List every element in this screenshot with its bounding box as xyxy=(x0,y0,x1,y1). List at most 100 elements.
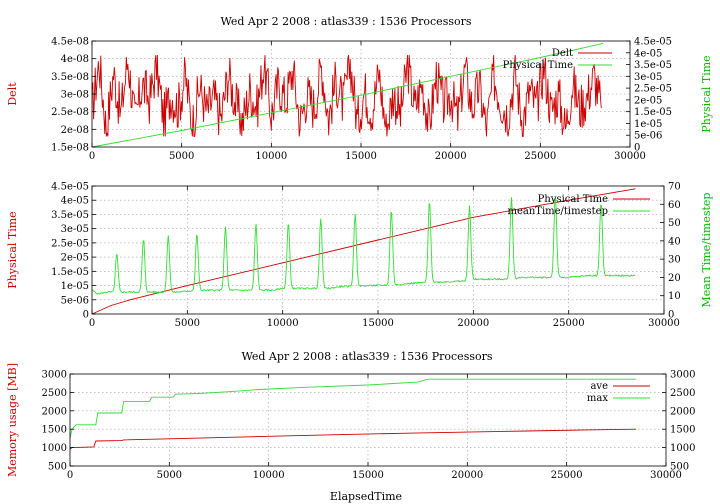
x-tick-label: 25000 xyxy=(553,318,585,329)
y-tick-label: 1.5e-05 xyxy=(51,267,89,278)
panel3-frame xyxy=(69,373,667,467)
panel1-y2label: Physical Time xyxy=(700,55,713,132)
y-tick-label: 1e-05 xyxy=(61,281,89,292)
x-tick-label: 15000 xyxy=(362,318,394,329)
panel2-ylabel: Physical Time xyxy=(6,211,19,288)
x-tick-label: 10000 xyxy=(253,470,285,481)
series-line-physical-time xyxy=(91,188,636,315)
series-line-meantime-timestep xyxy=(91,197,636,295)
x-tick-label: 5000 xyxy=(157,470,182,481)
y-tick-label: 1000 xyxy=(42,443,67,454)
panel1-ticks: 0 5000 10000 15000 20000 25000 30000 1.5e-08 2e-… xyxy=(51,37,672,163)
x-tick-label: 30000 xyxy=(648,318,680,329)
panel3-grid xyxy=(70,374,666,466)
y2-tick-label: 1.5e-05 xyxy=(634,107,672,118)
legend-physical-time-label: Physical Time xyxy=(503,60,573,71)
panel2-legend: Physical Time meanTime/timestep xyxy=(507,194,650,217)
panel3-ticks: 0 5000 10000 15000 20000 25000 300005001000150… xyxy=(42,370,696,482)
y-tick-label: 2.5e-08 xyxy=(51,107,89,118)
x-tick-label: 20000 xyxy=(457,318,489,329)
y2-tick-label: 2.5e-05 xyxy=(634,84,672,95)
y2-tick-label: 50 xyxy=(668,218,681,229)
y-tick-label: 3000 xyxy=(42,370,67,381)
panel1-ylabel: Delt xyxy=(6,82,19,106)
x-tick-label: 15000 xyxy=(352,470,384,481)
y-tick-label: 2.5e-05 xyxy=(51,238,89,249)
panel3-ylabel: Memory usage [MB] xyxy=(6,363,19,477)
y2-tick-label: 0 xyxy=(668,310,674,321)
x-tick-label: 5000 xyxy=(169,151,194,162)
x-tick-label: 20000 xyxy=(451,470,483,481)
y-tick-label: 500 xyxy=(48,462,67,473)
panel1-grid xyxy=(92,41,630,147)
panel2-series xyxy=(91,188,636,315)
series-line-delt xyxy=(91,54,602,137)
legend-physical-time-2-label: Physical Time xyxy=(538,194,608,205)
series-line-max xyxy=(69,378,637,439)
y-tick-label: 1500 xyxy=(42,425,67,436)
y-tick-label: 2500 xyxy=(42,388,67,399)
y2-tick-label: 4e-05 xyxy=(634,48,662,59)
panel1-legend: Delt Physical Time xyxy=(503,48,612,71)
y-tick-label: 4.5e-05 xyxy=(51,182,89,193)
y2-tick-label: 1500 xyxy=(670,425,695,436)
y-tick-label: 4.5e-08 xyxy=(51,37,89,48)
y2-tick-label: 40 xyxy=(668,236,681,247)
legend-max-label: max xyxy=(587,393,608,404)
y-tick-label: 1.5e-08 xyxy=(51,143,89,154)
y2-tick-label: 3.5e-05 xyxy=(634,60,672,71)
panel2-ticks: 0 5000 10000 15000 20000 25000 3000005e-061e-0… xyxy=(51,182,681,330)
x-tick-label: 20000 xyxy=(435,151,467,162)
y2-tick-label: 3e-05 xyxy=(634,72,662,83)
panel-physical-time: 0 5000 10000 15000 20000 25000 3000005e-061e-0… xyxy=(6,182,713,330)
x-tick-label: 0 xyxy=(89,151,95,162)
y2-tick-label: 70 xyxy=(668,182,681,193)
y2-tick-label: 2e-05 xyxy=(634,95,662,106)
y2-tick-label: 2500 xyxy=(670,388,695,399)
panel3-legend: ave max xyxy=(587,381,650,404)
y-tick-label: 0 xyxy=(83,310,89,321)
y-tick-label: 3.5e-05 xyxy=(51,210,89,221)
y2-tick-label: 1000 xyxy=(670,443,695,454)
panel1-title: Wed Apr 2 2008 : atlas339 : 1536 Process… xyxy=(220,15,471,28)
y2-tick-label: 10 xyxy=(668,291,681,302)
y-tick-label: 2e-08 xyxy=(61,125,89,136)
panel3-title: Wed Apr 2 2008 : atlas339 : 1536 Process… xyxy=(241,350,492,363)
legend-ave-label: ave xyxy=(590,381,608,392)
y2-tick-label: 3000 xyxy=(670,370,695,381)
panel3-xlabel: ElapsedTime xyxy=(330,490,402,503)
x-tick-label: 10000 xyxy=(267,318,299,329)
y2-tick-label: 60 xyxy=(668,200,681,211)
y-tick-label: 5e-06 xyxy=(61,295,89,306)
y2-tick-label: 2000 xyxy=(670,406,695,417)
y2-tick-label: 0 xyxy=(634,143,640,154)
x-tick-label: 0 xyxy=(89,318,95,329)
panel3-series xyxy=(69,378,637,450)
y2-tick-label: 5e-06 xyxy=(634,131,662,142)
panel1-series xyxy=(91,42,604,148)
legend-delt-label: Delt xyxy=(552,48,573,59)
panel-delt: Wed Apr 2 2008 : atlas339 : 1536 Process… xyxy=(6,15,713,162)
series-line-physical-time xyxy=(91,42,604,148)
y-tick-label: 2000 xyxy=(42,406,67,417)
y2-tick-label: 4.5e-05 xyxy=(634,37,672,48)
x-tick-label: 30000 xyxy=(650,470,682,481)
x-tick-label: 25000 xyxy=(551,470,583,481)
y2-tick-label: 1e-05 xyxy=(634,119,662,130)
y-tick-label: 4e-08 xyxy=(61,54,89,65)
y2-tick-label: 20 xyxy=(668,273,681,284)
panel2-y2label: Mean Time/timestep xyxy=(700,193,713,308)
x-tick-label: 15000 xyxy=(345,151,377,162)
y-tick-label: 3.5e-08 xyxy=(51,72,89,83)
series-line-ave xyxy=(69,428,637,450)
x-tick-label: 30000 xyxy=(614,151,646,162)
x-tick-label: 5000 xyxy=(175,318,200,329)
panel-memory: Wed Apr 2 2008 : atlas339 : 1536 Process… xyxy=(6,350,695,503)
y-tick-label: 4e-05 xyxy=(61,196,89,207)
legend-meantime-label: meanTime/timestep xyxy=(507,206,608,217)
x-tick-label: 10000 xyxy=(255,151,287,162)
y2-tick-label: 500 xyxy=(670,462,689,473)
y-tick-label: 3e-05 xyxy=(61,224,89,235)
x-tick-label: 25000 xyxy=(524,151,556,162)
